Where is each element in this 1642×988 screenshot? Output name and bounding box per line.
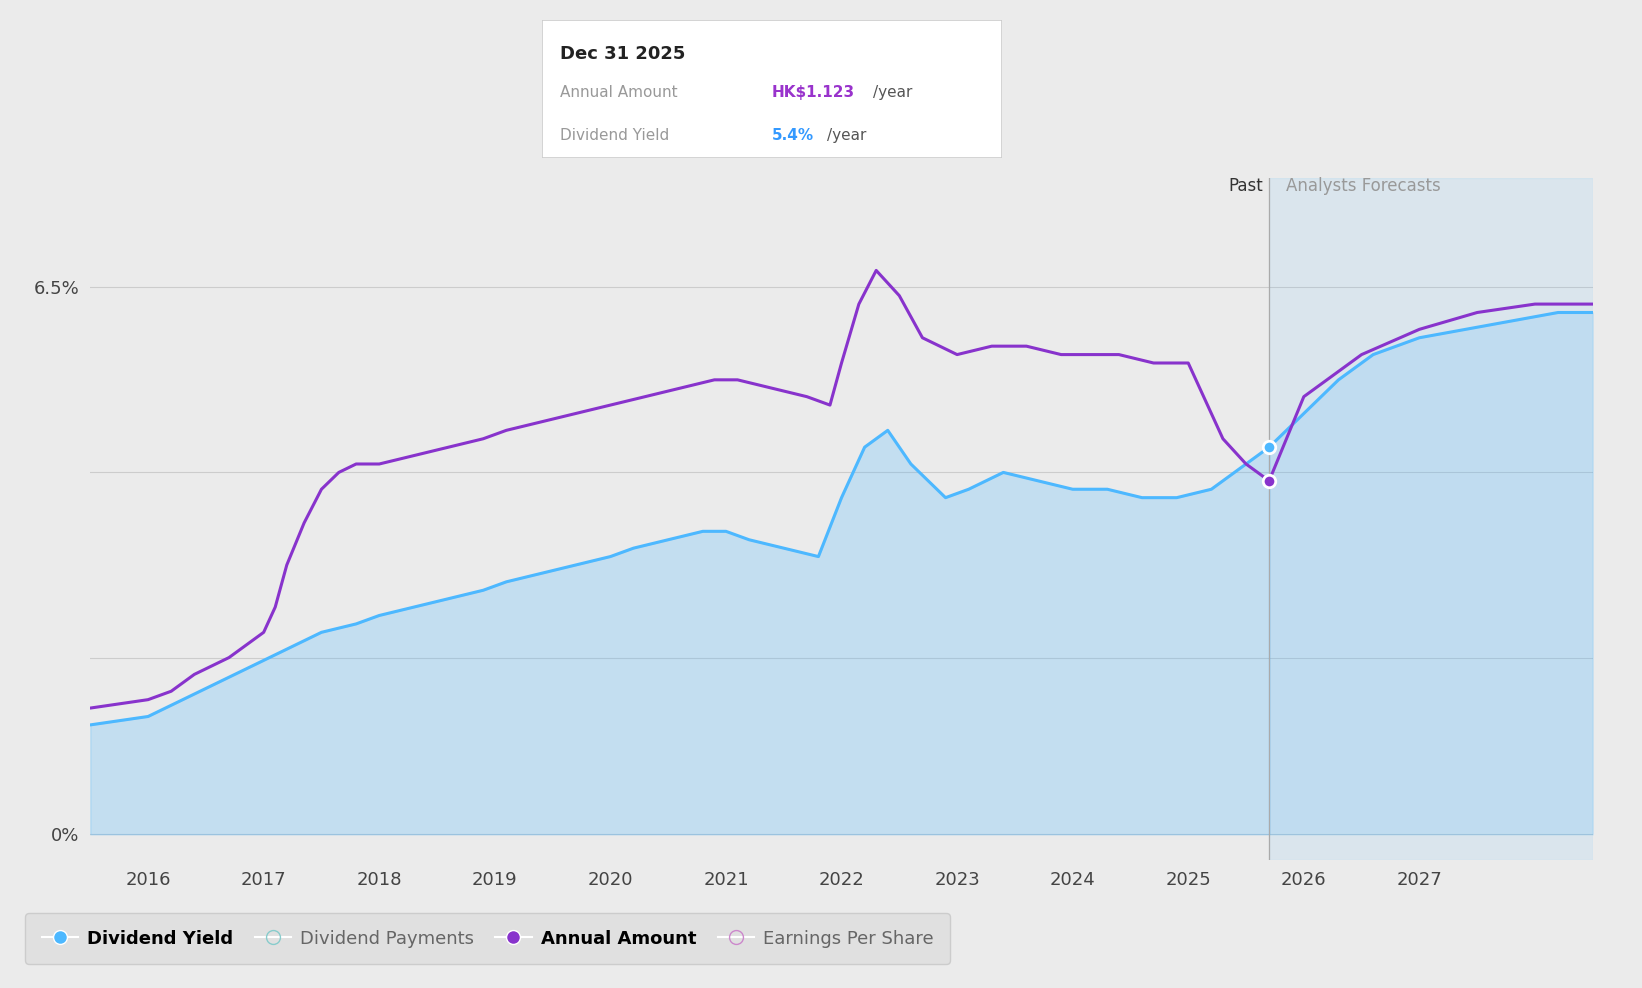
Text: Dec 31 2025: Dec 31 2025 <box>560 44 686 62</box>
Text: Dividend Yield: Dividend Yield <box>560 127 670 142</box>
Text: HK$1.123: HK$1.123 <box>772 85 855 100</box>
Text: Analysts Forecasts: Analysts Forecasts <box>1286 177 1442 195</box>
Text: /year: /year <box>828 127 867 142</box>
Text: /year: /year <box>874 85 913 100</box>
FancyBboxPatch shape <box>542 20 1002 158</box>
Text: Past: Past <box>1228 177 1263 195</box>
Text: Annual Amount: Annual Amount <box>560 85 678 100</box>
Text: 5.4%: 5.4% <box>772 127 814 142</box>
Bar <box>1269 178 1593 860</box>
Legend: Dividend Yield, Dividend Payments, Annual Amount, Earnings Per Share: Dividend Yield, Dividend Payments, Annua… <box>25 913 949 964</box>
